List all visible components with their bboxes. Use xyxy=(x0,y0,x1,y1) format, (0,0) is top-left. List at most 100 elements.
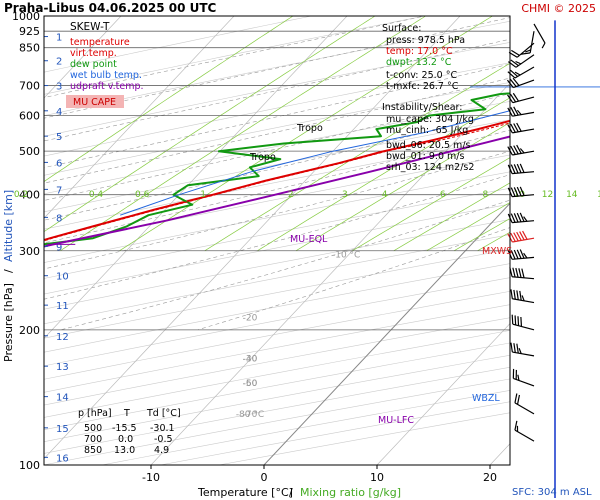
wind-barb-feather xyxy=(510,342,513,353)
level-table-cell: 13.0 xyxy=(114,445,135,456)
altitude-tick-label: 2 xyxy=(56,57,62,68)
wind-barb-feather xyxy=(519,148,525,154)
mixing-ratio-line xyxy=(257,97,510,252)
wind-barb-feather xyxy=(513,232,519,242)
isotherm-line xyxy=(44,16,122,99)
dry-adiabat xyxy=(44,20,510,117)
isotherm-label: -40 xyxy=(243,355,258,365)
mixing-ratio-label: 0.2 xyxy=(14,190,28,200)
wind-barb-feather xyxy=(516,122,522,132)
t-mxfc-value: t-mxfc: 26.7 °C xyxy=(386,81,459,92)
wind-barb xyxy=(507,92,535,104)
wind-barb-feather xyxy=(516,212,522,223)
wind-barb-staff xyxy=(512,298,535,304)
wind-barb-staff xyxy=(514,402,535,415)
wind-barb xyxy=(512,368,535,387)
altitude-tick-label: 13 xyxy=(56,362,69,373)
instability-panel: Instability/Shear: mu_cape: 304 J/kg mu_… xyxy=(382,102,474,173)
wind-barb-staff xyxy=(512,96,535,104)
altitude-tick-label: 11 xyxy=(56,301,69,312)
wind-barb-feather xyxy=(519,290,522,301)
updraft-profile-line xyxy=(44,135,510,248)
surface-title: Surface: xyxy=(382,23,421,34)
altitude-tick-label: 1 xyxy=(56,33,62,44)
mixing-ratio-label: 12 xyxy=(542,190,553,200)
mixing-ratio-label: 4 xyxy=(382,190,388,200)
x-axis-label-mixing: Mixing ratio [g/kg] xyxy=(300,486,401,499)
mu-cape-badge xyxy=(66,95,124,108)
wind-barb-staff xyxy=(533,23,546,44)
isotherm-label: -20 xyxy=(243,313,258,323)
tropopause-label: Tropo xyxy=(296,123,323,134)
wind-barb-feather xyxy=(512,267,516,278)
wind-barb-feather xyxy=(521,295,525,302)
wind-barb-feather xyxy=(516,394,521,405)
wind-barb-feather xyxy=(516,109,522,116)
mixing-ratio-label: 17 xyxy=(597,190,600,200)
mu-cape-value: mu_cape: 304 J/kg xyxy=(386,114,474,125)
wind-barb-staff xyxy=(512,237,535,243)
wind-barb-staff xyxy=(512,256,535,260)
surface-temperature: temp: 17.0 °C xyxy=(386,46,453,57)
level-table-cell: 4.9 xyxy=(154,445,169,456)
wind-barb-feather xyxy=(513,123,519,133)
dry-adiabat xyxy=(44,263,510,353)
wind-barb xyxy=(508,54,535,68)
wind-barb-feather xyxy=(516,290,519,300)
altitude-tick-label: 9 xyxy=(56,242,62,253)
wind-barb xyxy=(511,314,535,331)
mixing-ratio-label: 14 xyxy=(566,190,578,200)
wind-barb-feather xyxy=(511,314,514,325)
legend-item-dew-point: dew point xyxy=(70,59,117,70)
wind-barb-feather xyxy=(507,71,516,79)
temperature-tick-label: 10 xyxy=(370,471,384,484)
wind-barb xyxy=(514,420,535,442)
pressure-tick-label: 200 xyxy=(19,324,40,337)
isotherm-line xyxy=(44,16,235,219)
level-table-header-td: Td [°C] xyxy=(146,408,181,419)
dry-adiabat xyxy=(44,16,314,73)
moist-adiabat xyxy=(44,63,510,168)
dry-adiabat xyxy=(44,101,510,195)
wind-barb-feather xyxy=(513,289,516,300)
level-table-cell: 500 xyxy=(84,423,102,434)
wind-barb-feather xyxy=(510,289,513,299)
wind-barb xyxy=(507,186,535,198)
wind-barb-feather xyxy=(519,212,525,222)
wind-barb xyxy=(510,289,535,304)
wind-barb-feather xyxy=(514,315,517,325)
bwd-01-value: bwd_01: 9.0 m/s xyxy=(386,151,464,162)
mixing-ratio-line xyxy=(295,122,510,252)
mu-cinh-value: mu_cinh: -65 J/kg xyxy=(386,125,468,136)
wind-barb-staff xyxy=(512,351,535,357)
wind-barb xyxy=(510,342,535,357)
wind-barb-feather xyxy=(513,213,519,223)
isotherm-line xyxy=(44,16,348,339)
wind-barb-feather xyxy=(510,69,518,77)
legend: SKEW-T temperature virt.temp. dew point … xyxy=(66,21,144,108)
altitude-tick-label: 5 xyxy=(56,132,62,143)
dry-adiabat xyxy=(44,62,510,157)
legend-item-updraft: udpraft v.temp. xyxy=(70,81,144,92)
wind-barb-staff xyxy=(512,128,535,134)
legend-item-virt-temp: virt.temp. xyxy=(70,48,117,59)
moist-adiabat xyxy=(44,129,510,244)
altitude-tick-label: 14 xyxy=(56,393,69,404)
station-title: Praha-Libus 04.06.2025 00 UTC xyxy=(4,1,217,15)
level-table-cell: -15.5 xyxy=(112,423,137,434)
legend-item-temperature: temperature xyxy=(70,37,130,48)
level-table-cell: 700 xyxy=(84,434,102,445)
wind-barb xyxy=(520,31,535,55)
wind-barb xyxy=(514,393,535,415)
wind-barb-staff xyxy=(512,150,535,156)
sfc-label: SFC: 304 m ASL xyxy=(512,487,592,498)
altitude-tick-label: 16 xyxy=(56,453,69,464)
wind-barb-feather xyxy=(514,420,518,431)
mu-lfc-label: MU-LFC xyxy=(378,415,414,426)
dry-adiabat xyxy=(44,42,510,137)
wind-barb-feather xyxy=(509,78,517,87)
mixing-ratio-label: 8 xyxy=(482,190,488,200)
wind-barb xyxy=(507,163,535,175)
isotherm-label: -30 xyxy=(243,355,258,365)
moist-adiabat xyxy=(44,17,510,119)
